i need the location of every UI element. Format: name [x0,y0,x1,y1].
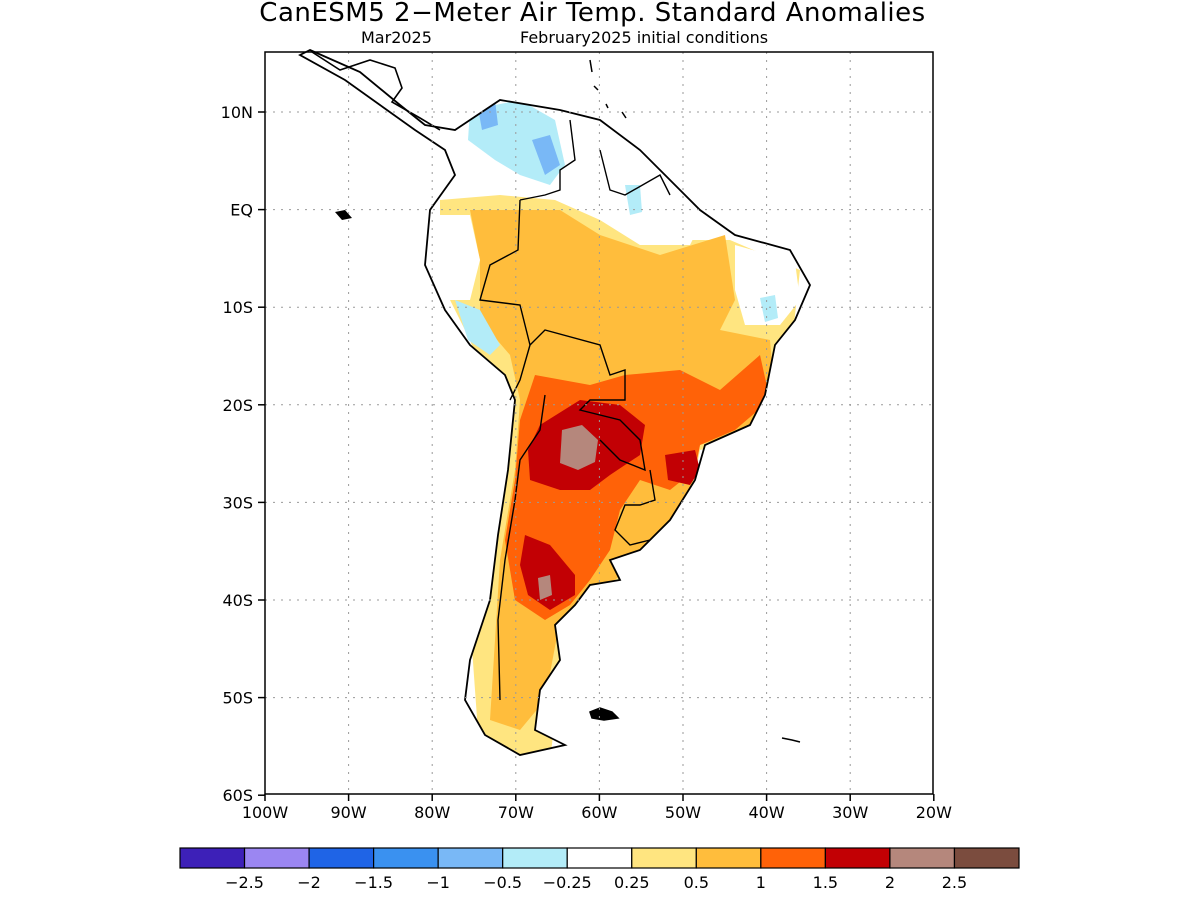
lon-tick-label: 90W [331,803,367,822]
forecast-month: Mar2025 [361,28,432,47]
lon-tick-label: 50W [665,803,701,822]
colorbar-swatch [631,847,697,869]
anomaly-zone-red-east [665,450,700,485]
falkland-islands [589,707,620,721]
colorbar-swatch [373,847,439,869]
lon-tick-label: 80W [414,803,450,822]
lat-tick-label: 40S [222,591,253,610]
colorbar-label: 1 [756,873,766,892]
lat-tick-label: 10N [221,103,253,122]
anomaly-zone-white-ecuador [428,215,480,300]
galapagos [335,210,352,220]
lon-tick-label: 100W [242,803,289,822]
initial-conditions: February2025 initial conditions [520,28,769,47]
chart-title: CanESM5 2−Meter Air Temp. Standard Anoma… [259,0,926,28]
lat-tick-label: 60S [222,786,253,805]
colorbar-label: 2.5 [942,873,967,892]
colorbar-label: −2 [297,873,321,892]
colorbar: −2.5 −2 −1.5 −1 −0.5 −0.25 0.25 0.5 1 1.5 2 2.5 [179,847,1020,892]
anomaly-zone-brown [560,425,598,470]
colorbar-swatch [953,847,1020,869]
colorbar-swatch [308,847,375,869]
lon-tick-label: 60W [581,803,617,822]
lon-tick-label: 30W [832,803,868,822]
colorbar-swatch [243,847,310,869]
central-america-coast [311,51,441,131]
colorbar-label: −0.5 [483,873,522,892]
lat-tick-label: 20S [222,396,253,415]
colorbar-swatch [760,847,826,869]
caribbean-islands [589,59,627,119]
colorbar-swatch [437,847,504,869]
colorbar-swatch [502,847,568,869]
lon-tick-label: 40W [749,803,785,822]
colorbar-swatch [566,847,633,869]
colorbar-label: 1.5 [813,873,838,892]
colorbar-swatch [179,847,246,869]
anomaly-zone-light-blue-peru [455,300,500,355]
colorbar-label: 0.25 [614,873,650,892]
anomaly-zone-white-northeast [735,245,800,325]
colorbar-swatch [889,847,956,869]
anomaly-zone-mid-blue-2 [532,135,560,175]
lon-tick-label: 20W [916,803,952,822]
anomaly-zone-red-south [520,535,575,610]
south-georgia [781,737,801,743]
colorbar-label: −1 [426,873,450,892]
colorbar-swatch [695,847,762,869]
anomaly-zone-light-blue-brazil [760,295,778,322]
colorbar-label: 2 [885,873,895,892]
colorbar-label: −2.5 [225,873,264,892]
latitude-axis: 10N EQ 10S 20S 30S 40S 50S 60S [221,103,265,805]
colorbar-label: −0.25 [543,873,592,892]
longitude-axis: 100W 90W 80W 70W 60W 50W 40W 30W 20W [242,794,952,822]
lat-tick-label: EQ [230,201,253,220]
anomaly-zone-brown-south [538,575,552,600]
lat-tick-label: 30S [222,493,253,512]
colorbar-swatch [824,847,891,869]
lon-tick-label: 70W [498,803,534,822]
colorbar-label: 0.5 [684,873,709,892]
lat-tick-label: 10S [222,298,253,317]
colorbar-label: −1.5 [354,873,393,892]
country-borders [479,119,671,701]
lat-tick-label: 50S [222,689,253,708]
